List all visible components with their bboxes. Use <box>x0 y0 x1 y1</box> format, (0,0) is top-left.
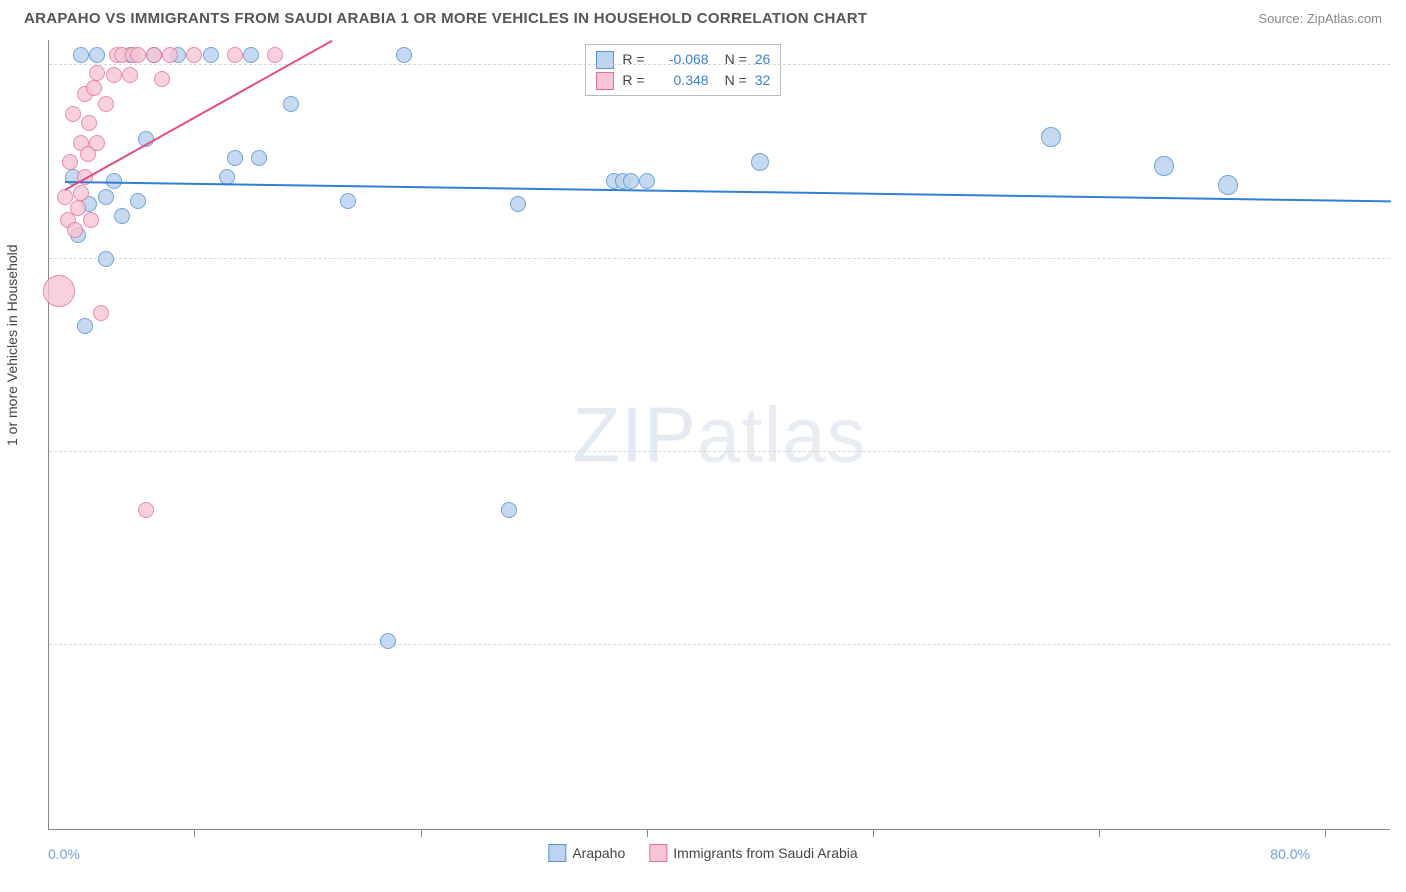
data-point <box>751 153 769 171</box>
data-point <box>1154 156 1174 176</box>
data-point <box>62 154 78 170</box>
legend-item: Immigrants from Saudi Arabia <box>649 844 857 862</box>
data-point <box>98 96 114 112</box>
data-point <box>65 106 81 122</box>
data-point <box>130 193 146 209</box>
trend-line <box>65 181 1391 202</box>
data-point <box>501 502 517 518</box>
xaxis-tick <box>1099 829 1100 837</box>
data-point <box>122 67 138 83</box>
trend-line <box>65 40 333 191</box>
data-point <box>1041 127 1061 147</box>
gridline <box>49 451 1390 452</box>
data-point <box>227 47 243 63</box>
data-point <box>114 208 130 224</box>
data-point <box>98 189 114 205</box>
scatter-plot: ZIPatlas R =-0.068N =26R =0.348N =32 70.… <box>48 40 1390 830</box>
data-point <box>83 212 99 228</box>
yaxis-title: 1 or more Vehicles in Household <box>4 244 20 446</box>
data-point <box>89 47 105 63</box>
gridline <box>49 644 1390 645</box>
data-point <box>89 65 105 81</box>
data-point <box>81 115 97 131</box>
legend-item: Arapaho <box>548 844 625 862</box>
gridline <box>49 64 1390 65</box>
data-point <box>154 71 170 87</box>
data-point <box>43 275 75 307</box>
data-point <box>106 67 122 83</box>
gridline <box>49 258 1390 259</box>
chart-title: ARAPAHO VS IMMIGRANTS FROM SAUDI ARABIA … <box>24 10 867 27</box>
xaxis-tick <box>194 829 195 837</box>
source-label: Source: ZipAtlas.com <box>1258 11 1382 26</box>
correlation-row: R =-0.068N =26 <box>596 49 770 70</box>
data-point <box>243 47 259 63</box>
xaxis-tick <box>873 829 874 837</box>
data-point <box>77 318 93 334</box>
data-point <box>86 80 102 96</box>
data-point <box>283 96 299 112</box>
data-point <box>251 150 267 166</box>
data-point <box>162 47 178 63</box>
data-point <box>146 47 162 63</box>
series-legend: Arapaho Immigrants from Saudi Arabia <box>548 844 857 862</box>
data-point <box>340 193 356 209</box>
data-point <box>203 47 219 63</box>
data-point <box>98 251 114 267</box>
watermark: ZIPatlas <box>572 389 866 480</box>
data-point <box>93 305 109 321</box>
data-point <box>623 173 639 189</box>
data-point <box>130 47 146 63</box>
correlation-row: R =0.348N =32 <box>596 70 770 91</box>
data-point <box>138 502 154 518</box>
data-point <box>510 196 526 212</box>
xaxis-min-label: 0.0% <box>48 846 80 862</box>
data-point <box>227 150 243 166</box>
correlation-legend: R =-0.068N =26R =0.348N =32 <box>585 44 781 96</box>
xaxis-max-label: 80.0% <box>1270 846 1310 862</box>
data-point <box>67 222 83 238</box>
data-point <box>73 47 89 63</box>
data-point <box>89 135 105 151</box>
xaxis-tick <box>421 829 422 837</box>
data-point <box>1218 175 1238 195</box>
data-point <box>396 47 412 63</box>
data-point <box>73 185 89 201</box>
xaxis-tick <box>1325 829 1326 837</box>
data-point <box>186 47 202 63</box>
xaxis-tick <box>647 829 648 837</box>
data-point <box>70 200 86 216</box>
data-point <box>639 173 655 189</box>
data-point <box>380 633 396 649</box>
data-point <box>267 47 283 63</box>
